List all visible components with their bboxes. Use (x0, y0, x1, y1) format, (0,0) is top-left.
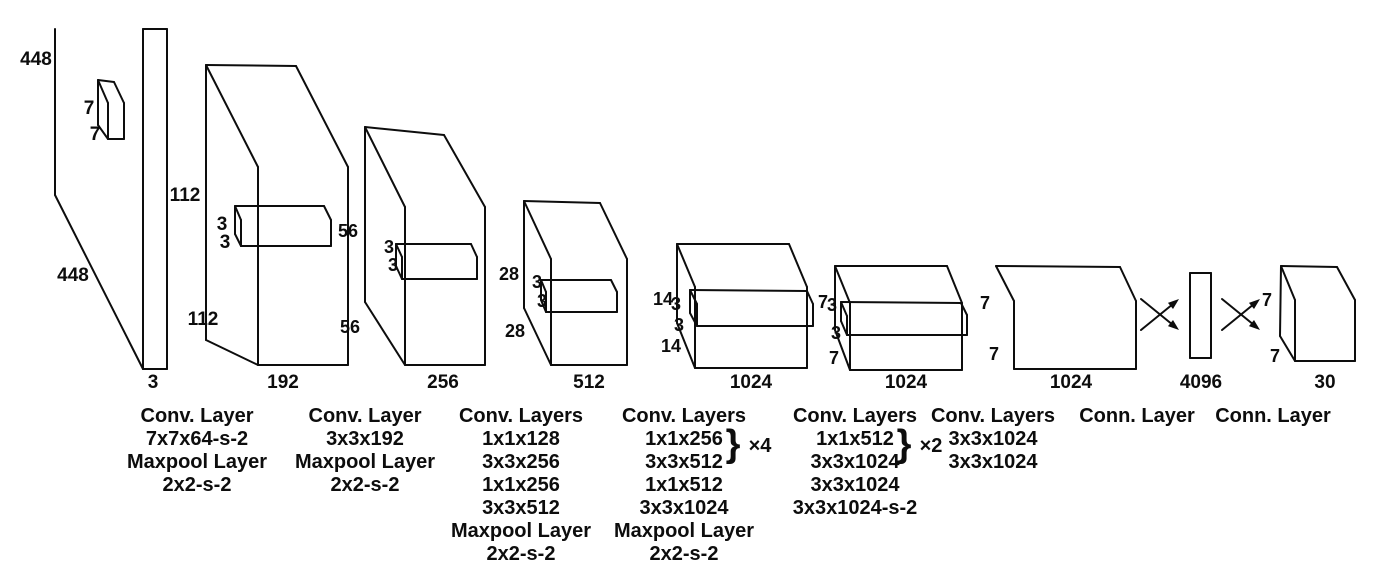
svg-text:256: 256 (427, 372, 459, 393)
svg-text:Conv. Layer: Conv. Layer (141, 405, 254, 427)
svg-text:1x1x256: 1x1x256 (482, 474, 560, 496)
svg-text:3x3x512: 3x3x512 (482, 497, 560, 519)
svg-text:3x3x1024: 3x3x1024 (811, 451, 901, 473)
svg-text:1024: 1024 (885, 372, 928, 393)
svg-text:Conn. Layer: Conn. Layer (1215, 405, 1331, 427)
svg-text:7: 7 (90, 124, 101, 145)
svg-text:3: 3 (388, 255, 398, 275)
svg-text:Conv. Layers: Conv. Layers (459, 405, 583, 427)
svg-text:7: 7 (1262, 290, 1272, 310)
svg-text:3: 3 (220, 232, 231, 253)
svg-text:}: } (726, 423, 741, 465)
svg-text:56: 56 (340, 317, 360, 337)
svg-text:Maxpool Layer: Maxpool Layer (127, 451, 267, 473)
svg-text:2x2-s-2: 2x2-s-2 (163, 474, 232, 496)
svg-text:2x2-s-2: 2x2-s-2 (487, 543, 556, 565)
svg-text:112: 112 (170, 185, 201, 206)
svg-text:×2: ×2 (920, 435, 943, 457)
svg-text:3: 3 (532, 272, 542, 292)
svg-text:1x1x128: 1x1x128 (482, 428, 560, 450)
svg-text:×4: ×4 (749, 435, 773, 457)
svg-text:112: 112 (188, 309, 219, 330)
svg-text:192: 192 (267, 372, 299, 393)
svg-text:7: 7 (1270, 346, 1280, 366)
svg-text:Conv. Layers: Conv. Layers (931, 405, 1055, 427)
svg-text:448: 448 (57, 265, 89, 286)
svg-text:2x2-s-2: 2x2-s-2 (331, 474, 400, 496)
svg-text:7: 7 (989, 344, 999, 364)
svg-text:28: 28 (505, 321, 525, 341)
svg-text:1x1x512: 1x1x512 (645, 474, 723, 496)
svg-text:3x3x1024: 3x3x1024 (640, 497, 730, 519)
svg-text:7: 7 (980, 293, 990, 313)
svg-text:3x3x512: 3x3x512 (645, 451, 723, 473)
svg-text:1024: 1024 (1050, 372, 1093, 393)
svg-text:Maxpool Layer: Maxpool Layer (451, 520, 591, 542)
svg-text:3: 3 (827, 295, 837, 315)
svg-text:3: 3 (384, 237, 394, 257)
svg-text:3x3x1024-s-2: 3x3x1024-s-2 (793, 497, 918, 519)
svg-text:512: 512 (573, 372, 605, 393)
svg-text:3x3x1024: 3x3x1024 (949, 428, 1039, 450)
svg-text:3x3x256: 3x3x256 (482, 451, 560, 473)
svg-text:56: 56 (338, 221, 358, 241)
svg-text:Conn. Layer: Conn. Layer (1079, 405, 1195, 427)
svg-text:3: 3 (831, 323, 841, 343)
svg-text:3: 3 (671, 294, 681, 314)
svg-text:30: 30 (1314, 372, 1335, 393)
svg-text:3: 3 (537, 291, 547, 311)
svg-text:1x1x256: 1x1x256 (645, 428, 723, 450)
svg-text:7: 7 (84, 98, 95, 119)
svg-text:3x3x192: 3x3x192 (326, 428, 404, 450)
svg-text:7: 7 (829, 348, 839, 368)
svg-text:3: 3 (148, 372, 159, 393)
svg-text:Maxpool Layer: Maxpool Layer (295, 451, 435, 473)
svg-text:448: 448 (20, 49, 52, 70)
svg-text:7x7x64-s-2: 7x7x64-s-2 (146, 428, 248, 450)
svg-text:Conv. Layer: Conv. Layer (309, 405, 422, 427)
svg-text:4096: 4096 (1180, 372, 1222, 393)
svg-text:1024: 1024 (730, 372, 773, 393)
svg-text:1x1x512: 1x1x512 (816, 428, 894, 450)
svg-text:2x2-s-2: 2x2-s-2 (650, 543, 719, 565)
svg-text:3x3x1024: 3x3x1024 (949, 451, 1039, 473)
svg-text:3: 3 (674, 315, 684, 335)
svg-text:28: 28 (499, 264, 519, 284)
svg-text:14: 14 (661, 336, 681, 356)
svg-text:3x3x1024: 3x3x1024 (811, 474, 901, 496)
svg-text:Maxpool Layer: Maxpool Layer (614, 520, 754, 542)
svg-text:}: } (897, 423, 912, 465)
